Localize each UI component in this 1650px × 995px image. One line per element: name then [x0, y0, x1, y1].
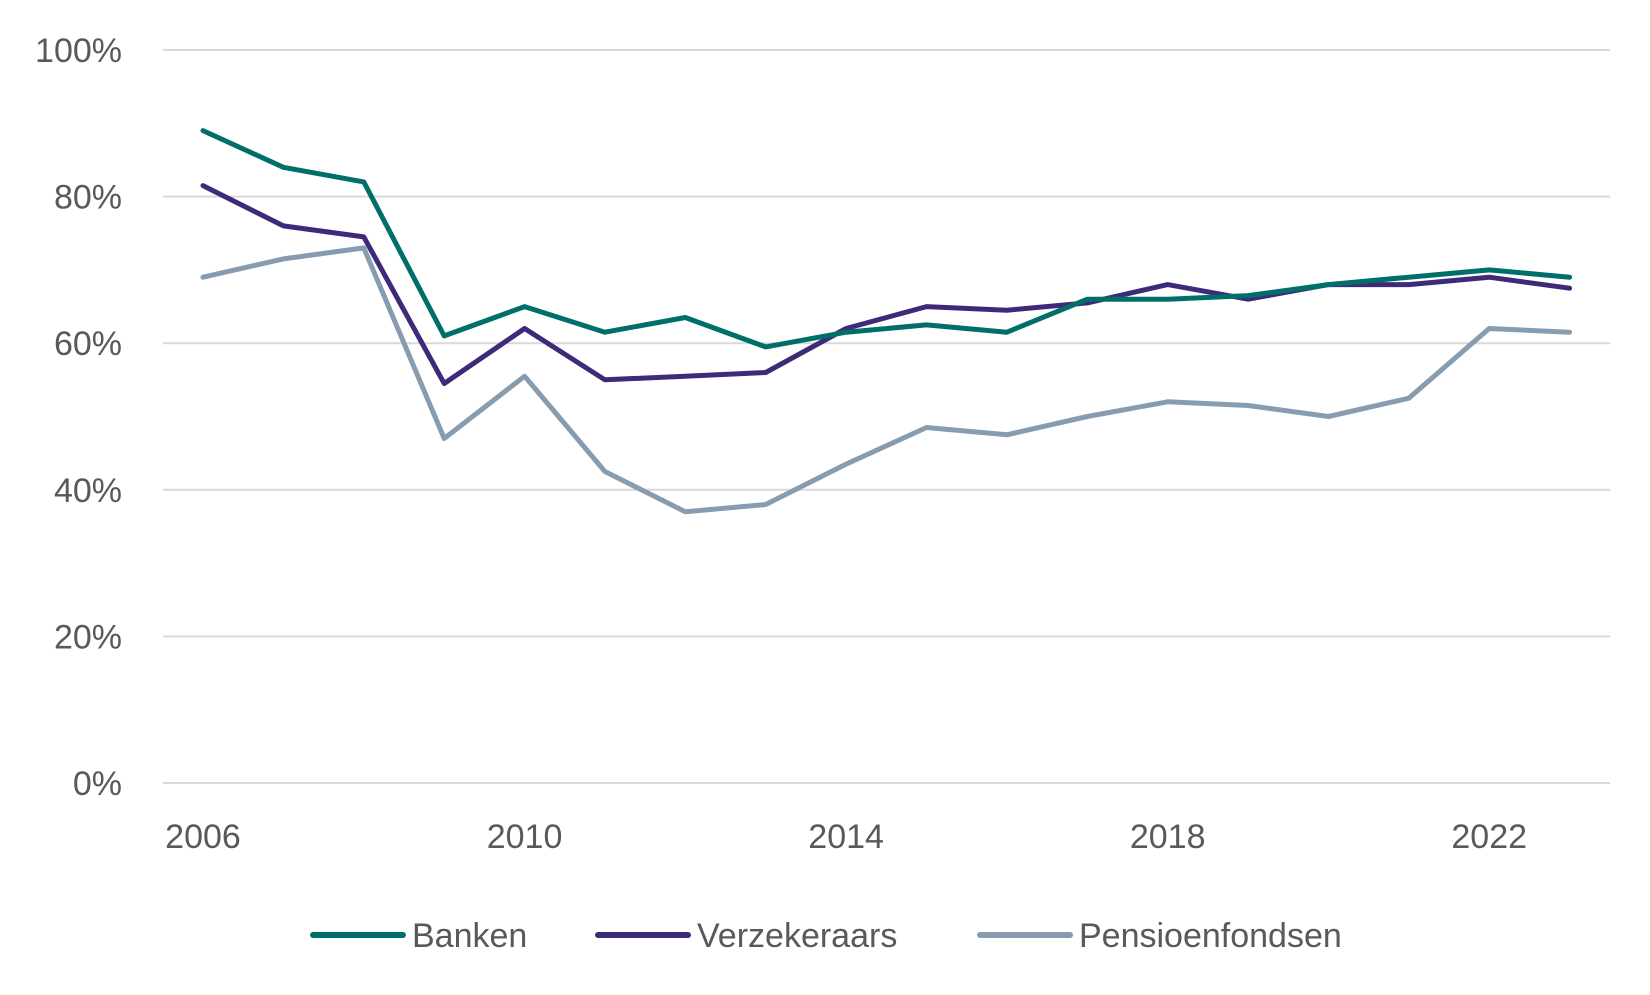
y-tick-label: 20% [54, 618, 122, 656]
x-tick-label: 2006 [165, 818, 241, 856]
x-tick-label: 2018 [1130, 818, 1206, 856]
legend-label-banken: Banken [412, 917, 527, 955]
x-tick-label: 2010 [487, 818, 563, 856]
legend-label-verzekeraars: Verzekeraars [697, 917, 897, 955]
series-lines [200, 128, 1573, 515]
series-line-pensioenfondsen [200, 245, 1573, 515]
y-tick-label: 100% [35, 32, 122, 70]
legend: Banken Verzekeraars Pensioenfondsen [310, 917, 1342, 955]
gridlines [163, 49, 1610, 784]
x-axis-tick-labels: 2006 2010 2014 2018 2022 [165, 818, 1527, 856]
x-tick-label: 2022 [1451, 818, 1527, 856]
y-tick-label: 40% [54, 472, 122, 510]
y-axis-tick-labels: 0% 20% 40% 60% 80% 100% [35, 32, 122, 803]
legend-label-pensioenfondsen: Pensioenfondsen [1079, 917, 1342, 955]
y-tick-label: 0% [73, 765, 122, 803]
y-tick-label: 80% [54, 179, 122, 217]
series-line-banken [200, 128, 1573, 350]
x-tick-label: 2014 [808, 818, 884, 856]
y-tick-label: 60% [54, 325, 122, 363]
